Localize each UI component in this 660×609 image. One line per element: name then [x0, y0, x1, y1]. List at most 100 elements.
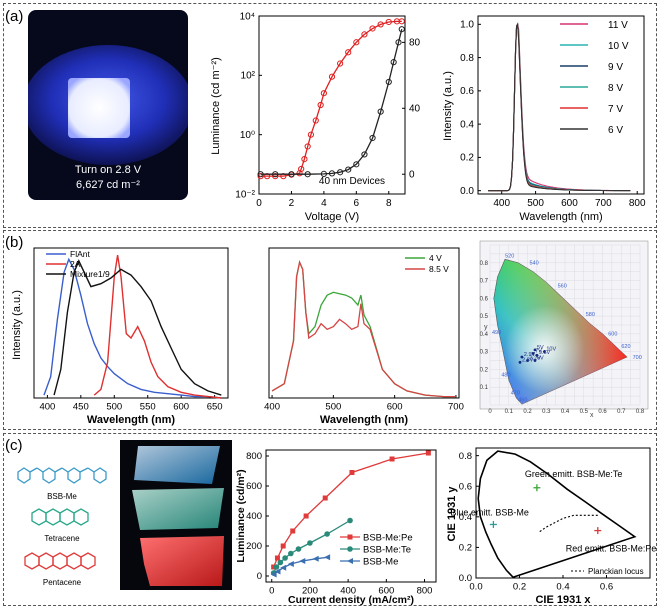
- alum-y2-ytick-label: 400: [409, 104, 420, 115]
- luminance-linear-point: [337, 169, 344, 176]
- luminance-current-chart: Luminance (cd/m²) Current density (mA/cm…: [235, 449, 437, 606]
- clum-xtick-label: 400: [340, 586, 356, 597]
- ccie-ytick-label: 0.4: [459, 512, 472, 523]
- luminance-current-curve-2: [273, 556, 328, 576]
- clum-ytick-label: 600: [246, 481, 262, 492]
- alum-xtick-label: 6: [354, 198, 360, 209]
- data-point-circle: [347, 546, 353, 552]
- aspec-ytick-label: 1.0: [460, 20, 474, 31]
- luminance-log-point: [345, 49, 352, 56]
- clum-ytick-label: 800: [246, 451, 262, 462]
- photo-caption-line2: 6,627 cd m⁻²: [76, 179, 140, 191]
- cie-xtick-label: 0.8: [636, 409, 645, 415]
- luminance-log-point: [317, 101, 324, 109]
- luminance-log-point: [272, 173, 279, 180]
- x-axis-label: Wavelength (nm): [87, 414, 176, 426]
- cie-ytick-label: 0.2: [480, 367, 489, 373]
- device-photo: Turn on 2.8 V 6,627 cd m⁻²: [28, 10, 188, 200]
- legend-label: BSB-Me: [363, 557, 398, 568]
- alum-xtick-label: 2: [289, 198, 295, 209]
- data-point-circle: [288, 550, 294, 557]
- panel-b: [3, 230, 657, 430]
- aspec-xtick-label: 600: [561, 198, 578, 209]
- plot-frame: [268, 247, 460, 399]
- panel-label-a: (a): [5, 8, 24, 25]
- legend-label: 11 V: [608, 20, 628, 31]
- ccie-ytick-label: 0.0: [459, 573, 472, 584]
- panel-label-b: (b): [5, 234, 24, 251]
- data-point-square: [274, 555, 280, 561]
- cie-point: [533, 359, 537, 362]
- luminance-linear-point: [385, 78, 392, 86]
- x-axis-label: Voltage (V): [305, 211, 359, 223]
- data-point-circle: [277, 559, 284, 566]
- data-point-square: [322, 495, 328, 501]
- wavelength-label: 580: [586, 312, 595, 318]
- wavelength-label: 620: [621, 344, 630, 350]
- aspec-ytick-label: 0.4: [460, 119, 474, 130]
- alum-ytick-label: 10⁴: [240, 11, 255, 22]
- tetracene-structure: [31, 508, 89, 526]
- wavelength-label: 480: [501, 373, 510, 379]
- aspec-xtick-label: 400: [493, 198, 510, 209]
- cie-xtick-label: 0.6: [598, 409, 607, 415]
- y-axis-label: Intensity (a.u.): [11, 290, 23, 360]
- wavelength-label: 600: [608, 332, 617, 338]
- pl-spectra-chart: Intensity (a.u.) Wavelength (nm) 400 450 5…: [11, 247, 229, 426]
- pl-curve-0: [43, 257, 222, 399]
- ccie-xtick-label: 0.6: [600, 582, 613, 593]
- pentacene-structure: [24, 552, 96, 570]
- spectrum-curve-6V: [488, 22, 631, 192]
- molecule-label-tetracene: Tetracene: [44, 534, 80, 543]
- aspec-ytick-label: 0.6: [460, 86, 474, 97]
- data-point-circle: [307, 540, 313, 546]
- x-axis-label: Current density (mA/cm²): [288, 594, 414, 606]
- cie-xtick-label: 0.3: [542, 409, 551, 415]
- data-point-square: [425, 450, 431, 456]
- el-curve-1: [271, 260, 456, 398]
- clum-xtick-label: 800: [417, 586, 433, 597]
- luminance-linear-point: [320, 170, 327, 177]
- data-point-square: [271, 564, 277, 570]
- luminance-linear-point: [398, 26, 405, 33]
- data-point-triangle: [280, 564, 287, 571]
- molecule-structures: BSB-Me Tetracene Pentacene: [17, 467, 107, 587]
- data-point-triangle: [324, 554, 331, 561]
- alum-ytick-label: 10⁻²: [235, 189, 255, 200]
- cie-point: [531, 352, 535, 355]
- data-point-triangle: [274, 568, 281, 575]
- wavelength-label: 470: [511, 390, 520, 396]
- aspec-xtick-label: 700: [595, 198, 612, 209]
- aspec-ytick-label: 0.2: [460, 153, 474, 164]
- legend-label: 8.5 V: [429, 264, 449, 274]
- cie-ytick-label: 0.7: [480, 279, 489, 285]
- alum-ytick-label: 10⁰: [240, 130, 255, 141]
- bel-xtick-label: 600: [387, 402, 403, 413]
- luminance-linear-point: [377, 108, 384, 115]
- planckian-locus: [538, 514, 598, 533]
- alum-xtick-label: 8: [386, 198, 392, 209]
- plot-frame: [477, 15, 645, 195]
- luminance-log-point: [304, 143, 311, 150]
- luminance-log-point: [369, 25, 376, 32]
- luminance-linear-point: [328, 170, 336, 177]
- luminance-linear-point: [288, 171, 295, 178]
- data-point-square: [290, 528, 296, 534]
- legend-label: 7 V: [608, 104, 623, 115]
- luminance-linear-point: [395, 39, 402, 46]
- luminance-log-point: [257, 173, 264, 180]
- wavelength-label: 560: [558, 284, 567, 290]
- clum-xtick-label: 600: [378, 586, 394, 597]
- clum-ytick-label: 0: [257, 571, 262, 582]
- alum-ytick-label: 10²: [241, 71, 256, 82]
- plot-frame: [33, 247, 229, 399]
- data-point-square: [347, 534, 353, 540]
- bpl-xtick-label: 600: [173, 402, 189, 413]
- wavelength-label: 540: [530, 261, 539, 267]
- bel-xtick-label: 700: [448, 402, 464, 413]
- cie-point-label: 5V: [537, 345, 544, 351]
- luminance-log-point: [312, 117, 319, 124]
- luminance-linear-point: [369, 134, 376, 142]
- luminance-linear-point: [345, 166, 352, 173]
